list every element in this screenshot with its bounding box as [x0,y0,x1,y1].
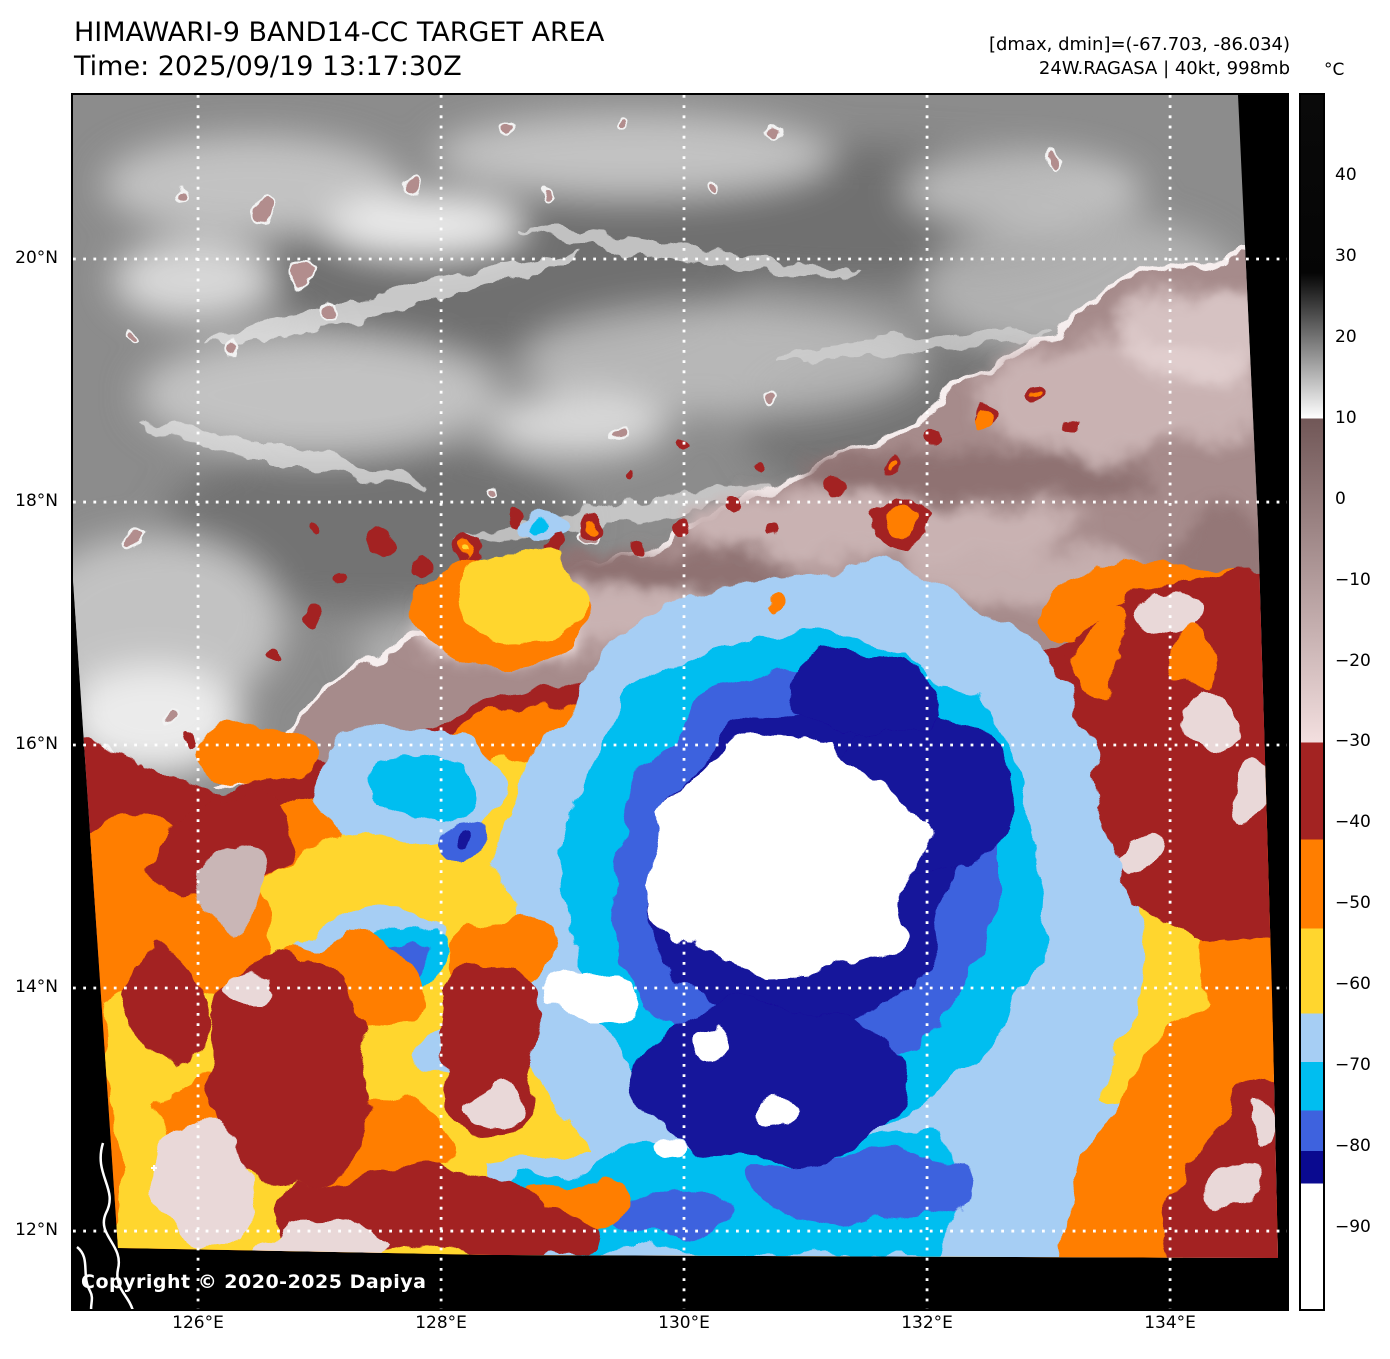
latitude-label: 12°N [15,1220,58,1241]
colorbar-unit-label: °C [1324,60,1345,80]
title-line2: Time: 2025/09/19 13:17:30Z [74,51,462,82]
satellite-imagery [73,95,1287,1309]
figure-title: HIMAWARI-9 BAND14-CC TARGET AREA Time: 20… [74,16,604,84]
longitude-axis-labels: 126°E 128°E 130°E 132°E 134°E [73,1313,1287,1343]
colorbar-tick: 0 [1335,488,1346,509]
latitude-label: 14°N [15,977,58,998]
colorbar-tick: 40 [1335,164,1357,185]
latitude-axis-labels: 20°N 18°N 16°N 14°N 12°N [0,95,64,1309]
colorbar-tick: −10 [1335,569,1371,590]
colorbar-tick: −20 [1335,650,1371,671]
storm-info: [dmax, dmin]=(-67.703, -86.034) 24W.RAGAS… [989,33,1290,81]
longitude-label: 134°E [1144,1313,1196,1333]
coastline [76,1142,157,1309]
latitude-label: 20°N [15,248,58,268]
colorbar-tick: −30 [1335,731,1371,752]
colorbar-tick: 30 [1335,245,1357,266]
graticule [73,95,1287,1309]
longitude-label: 132°E [901,1313,953,1333]
royal-blue-fragments [613,1149,983,1239]
southwest-warm-blotches [83,720,643,1258]
northwest-arc [403,513,583,670]
colorbar-tick: 20 [1335,326,1357,347]
colorbar-tick: −50 [1335,893,1371,914]
longitude-label: 126°E [172,1313,224,1333]
storm-id-intensity: 24W.RAGASA | 40kt, 998mb [1038,58,1290,79]
dmax-dmin-readout: [dmax, dmin]=(-67.703, -86.034) [988,34,1290,55]
colorbar-tick: −70 [1335,1055,1371,1076]
longitude-label: 128°E [415,1313,467,1333]
colorbar-tick: 10 [1335,407,1357,428]
colorbar-tick: −80 [1335,1136,1371,1157]
longitude-label: 130°E [658,1313,710,1333]
colorbar-tick-labels: 40 30 20 10 0 −10 −20 −30 −40 −50 −60 −70 −80 −90 [1335,95,1390,1309]
map-frame: Copyright © 2020-2025 Dapiya [71,93,1289,1311]
copyright-text: Copyright © 2020-2025 Dapiya [81,1271,427,1293]
colorbar-tick: −40 [1335,812,1371,833]
latitude-label: 18°N [15,491,58,512]
colorbar-tick: −90 [1335,1217,1371,1238]
southeast-corner-warm [1053,1000,1278,1258]
temperature-colorbar [1299,93,1325,1311]
latitude-label: 16°N [15,733,58,754]
colorbar-tick: −60 [1335,974,1371,995]
title-line1: HIMAWARI-9 BAND14-CC TARGET AREA [74,17,605,48]
